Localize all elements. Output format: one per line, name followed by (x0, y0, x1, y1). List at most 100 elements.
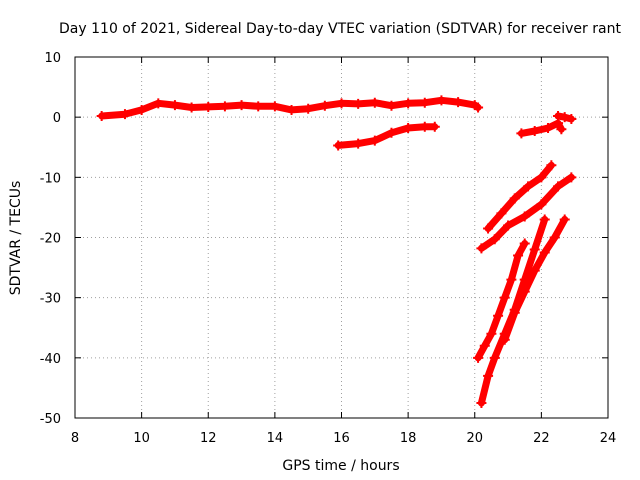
series-arc-9 (499, 214, 570, 345)
series-arc-4 (553, 110, 577, 124)
data-point (119, 109, 130, 120)
x-tick-label: 8 (71, 431, 79, 446)
data-point (333, 140, 344, 151)
data-point (353, 98, 364, 109)
data-point (553, 181, 564, 192)
data-point (519, 238, 530, 249)
data-point (559, 214, 570, 225)
series-arc-1 (96, 95, 484, 121)
data-point (536, 199, 547, 210)
data-point (513, 250, 524, 261)
data-point (546, 160, 557, 171)
x-tick-label: 20 (466, 431, 483, 446)
data-point (556, 124, 567, 135)
series-arc-7 (473, 238, 530, 363)
series-line (517, 119, 565, 137)
data-point (483, 223, 494, 234)
y-tick-label: -30 (40, 292, 61, 307)
data-point (519, 211, 530, 222)
data-point (236, 100, 247, 111)
data-point (499, 292, 510, 303)
y-axis-label: SDTVAR / TECUs (8, 181, 24, 296)
data-point (543, 122, 554, 133)
x-tick-label: 24 (600, 431, 617, 446)
data-point (336, 98, 347, 109)
data-point (503, 220, 514, 231)
data-point (486, 328, 497, 339)
data-point (269, 101, 280, 112)
x-axis-label: GPS time / hours (282, 458, 399, 474)
data-point (529, 126, 540, 137)
y-tick-label: -40 (40, 352, 61, 367)
series-arc-5 (483, 160, 557, 234)
x-tick-label: 12 (200, 431, 217, 446)
series-line (334, 123, 439, 149)
data-point (203, 101, 214, 112)
data-point (319, 100, 330, 111)
data-point (549, 232, 560, 243)
data-point (559, 112, 570, 123)
y-tick-label: 0 (53, 111, 61, 126)
series (96, 95, 577, 408)
data-point (436, 95, 447, 106)
chart-title: Day 110 of 2021, Sidereal Day-to-day VTE… (59, 21, 621, 37)
data-point (419, 121, 430, 132)
x-tick-label: 16 (333, 431, 350, 446)
x-tick-labels: 8 10 12 14 16 18 20 22 24 (71, 431, 616, 446)
data-point (386, 127, 397, 138)
data-point (536, 172, 547, 183)
data-point (403, 122, 414, 133)
x-tick-label: 18 (400, 431, 417, 446)
series-arc-2 (333, 121, 440, 151)
data-point (489, 234, 500, 245)
data-point (539, 214, 550, 225)
data-point (386, 100, 397, 111)
data-point (566, 113, 577, 124)
data-point (219, 101, 230, 112)
data-point (169, 100, 180, 111)
data-point (136, 104, 147, 115)
x-tick-label: 14 (267, 431, 284, 446)
data-point (553, 110, 564, 121)
data-point (489, 352, 500, 363)
data-point (509, 193, 520, 204)
y-tick-label: -20 (40, 232, 61, 247)
data-point (479, 340, 490, 351)
data-point (529, 244, 540, 255)
y-tick-label: 10 (44, 51, 61, 66)
x-tick-label: 22 (533, 431, 550, 446)
x-tick-label: 10 (133, 431, 150, 446)
data-point (96, 110, 107, 121)
data-point (453, 97, 464, 108)
data-point (509, 307, 520, 318)
data-point (473, 352, 484, 363)
data-point (153, 98, 164, 109)
y-tick-label: -50 (40, 412, 61, 427)
data-point (496, 208, 507, 219)
data-point (286, 104, 297, 115)
series-line (474, 240, 529, 362)
plot-frame (74, 56, 609, 419)
data-point (516, 128, 527, 139)
data-point (539, 247, 550, 258)
data-point (369, 97, 380, 108)
data-point (499, 334, 510, 345)
data-point (493, 310, 504, 321)
series-line (484, 161, 555, 232)
data-point (429, 121, 440, 132)
data-point (529, 265, 540, 276)
data-point (519, 286, 530, 297)
data-point (476, 243, 487, 254)
data-point (369, 135, 380, 146)
data-point (506, 274, 517, 285)
y-tick-labels: -50 -40 -30 -20 -10 0 10 (40, 51, 61, 427)
y-tick-label: -10 (40, 171, 61, 186)
data-point (566, 172, 577, 183)
data-point (253, 101, 264, 112)
data-point (419, 97, 430, 108)
data-point (483, 370, 494, 381)
data-point (186, 102, 197, 113)
data-point (476, 397, 487, 408)
grid (75, 57, 608, 418)
